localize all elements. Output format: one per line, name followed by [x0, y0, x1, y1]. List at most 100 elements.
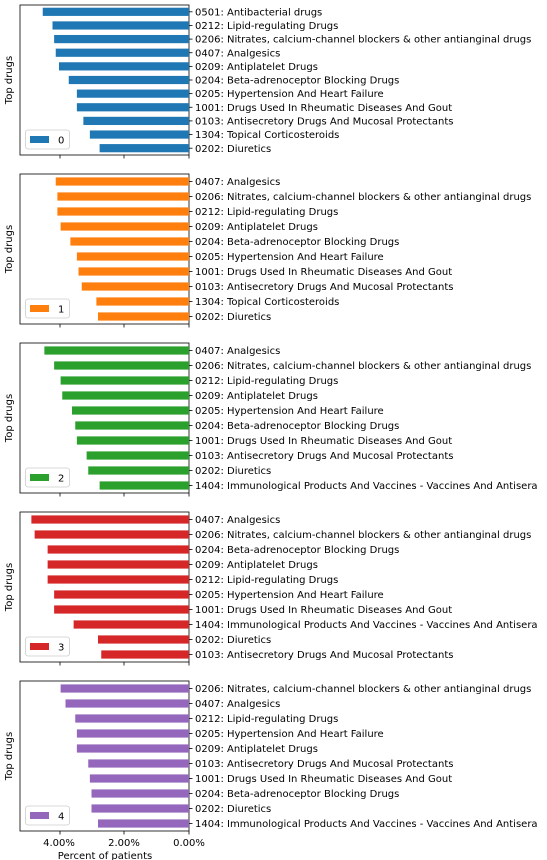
bar — [65, 699, 189, 708]
y-tick-label: 0103: Antisecretory Drugs And Mucosal Pr… — [195, 759, 453, 770]
bar — [83, 116, 189, 126]
y-tick-label: 0209: Antiplatelet Drugs — [195, 222, 318, 233]
y-tick-label: 0205: Hypertension And Heart Failure — [195, 252, 384, 263]
bar — [75, 714, 189, 723]
y-tick-label: 0206: Nitrates, calcium-channel blockers… — [195, 530, 531, 541]
y-tick-label: 0204: Beta-adrenoceptor Blocking Drugs — [195, 421, 399, 432]
bar — [60, 684, 189, 693]
y-tick-label: 0204: Beta-adrenoceptor Blocking Drugs — [195, 545, 399, 556]
y-tick-label: 1404: Immunological Products And Vaccine… — [195, 819, 538, 830]
y-tick-label: 0202: Diuretics — [195, 312, 271, 323]
subplot-3: Top drugs 0407: Analgesics 0206: Nitrates,… — [4, 511, 538, 666]
y-tick-label: 0212: Lipid-regulating Drugs — [195, 21, 338, 32]
bar — [98, 635, 189, 644]
bar — [68, 75, 189, 85]
y-axis-label: Top drugs — [4, 732, 15, 781]
bar — [54, 590, 189, 599]
legend-label: 2 — [58, 474, 64, 485]
y-tick-label: 0209: Antiplatelet Drugs — [195, 391, 318, 402]
bar — [91, 789, 189, 798]
bar — [59, 62, 189, 71]
y-tick-label: 0206: Nitrates, calcium-channel blockers… — [195, 684, 531, 695]
legend: 2 — [25, 467, 70, 488]
subplot-1: Top drugs 0407: Analgesics 0206: Nitrates,… — [4, 173, 531, 328]
y-tick-label: 0212: Lipid-regulating Drugs — [195, 207, 338, 218]
axes-frame — [19, 511, 190, 663]
bar — [99, 481, 189, 490]
y-tick-label: 0205: Hypertension And Heart Failure — [195, 89, 384, 100]
y-tick-label: 0501: Antibacterial drugs — [195, 7, 322, 18]
legend: 3 — [25, 636, 70, 657]
legend-swatch — [30, 474, 49, 481]
y-tick-label: 0204: Beta-adrenoceptor Blocking Drugs — [195, 237, 399, 248]
y-tick-label: 1001: Drugs Used In Rheumatic Diseases A… — [195, 774, 452, 785]
y-axis-label: Top drugs — [4, 394, 15, 443]
bar — [76, 103, 189, 112]
y-tick-label: 0407: Analgesics — [195, 515, 280, 526]
subplot-2: Top drugs 0407: Analgesics 0206: Nitrates,… — [4, 342, 538, 497]
bar — [86, 451, 189, 460]
y-tick-label: 1304: Topical Corticosteroids — [195, 130, 339, 141]
bar — [54, 605, 189, 614]
axes-frame — [19, 342, 190, 494]
bar — [88, 759, 189, 768]
y-tick-label: 1404: Immunological Products And Vaccine… — [195, 620, 538, 631]
bar — [57, 207, 189, 216]
bar — [101, 650, 189, 659]
bar — [76, 744, 189, 753]
bar — [31, 515, 189, 524]
y-tick-label: 0205: Hypertension And Heart Failure — [195, 590, 384, 601]
legend-swatch — [30, 643, 49, 650]
y-tick-label: 0204: Beta-adrenoceptor Blocking Drugs — [195, 76, 399, 87]
y-tick-label: 1304: Topical Corticosteroids — [195, 297, 339, 308]
bar — [96, 297, 189, 306]
y-tick-label: 0103: Antisecretory Drugs And Mucosal Pr… — [195, 117, 453, 128]
x-tick-label: 4.00% — [43, 838, 75, 849]
y-axis-label: Top drugs — [4, 563, 15, 612]
x-tick-label: 0.00% — [173, 838, 205, 849]
bar — [47, 560, 189, 569]
y-tick-label: 0212: Lipid-regulating Drugs — [195, 575, 338, 586]
y-tick-label: 0407: Analgesics — [195, 177, 280, 188]
y-tick-label: 0206: Nitrates, calcium-channel blockers… — [195, 35, 531, 46]
bar — [57, 192, 189, 201]
bar — [44, 346, 189, 355]
legend: 4 — [25, 805, 70, 826]
legend-label: 1 — [58, 305, 64, 316]
axes-frame — [19, 173, 190, 325]
y-tick-label: 1001: Drugs Used In Rheumatic Diseases A… — [195, 605, 452, 616]
bar — [73, 620, 189, 629]
y-tick-label: 0202: Diuretics — [195, 144, 271, 155]
bar — [91, 804, 189, 813]
y-tick-label: 1001: Drugs Used In Rheumatic Diseases A… — [195, 103, 452, 114]
y-tick-label: 0202: Diuretics — [195, 635, 271, 646]
bar — [62, 391, 189, 400]
y-tick-label: 0206: Nitrates, calcium-channel blockers… — [195, 361, 531, 372]
bar — [54, 34, 189, 44]
y-tick-label: 0103: Antisecretory Drugs And Mucosal Pr… — [195, 451, 453, 462]
bar — [54, 361, 189, 370]
bar — [76, 89, 189, 98]
subplot-0: Top drugs 0501: Antibacterial drugs 0212: … — [4, 4, 531, 159]
bar — [34, 530, 189, 539]
y-tick-label: 0209: Antiplatelet Drugs — [195, 62, 318, 73]
y-tick-label: 0202: Diuretics — [195, 804, 271, 815]
bar — [98, 312, 189, 321]
y-axis-label: Top drugs — [4, 225, 15, 274]
legend-swatch — [30, 136, 49, 143]
y-tick-label: 0212: Lipid-regulating Drugs — [195, 376, 338, 387]
y-tick-label: 0204: Beta-adrenoceptor Blocking Drugs — [195, 789, 399, 800]
bar — [72, 406, 189, 415]
y-tick-label: 0206: Nitrates, calcium-channel blockers… — [195, 192, 531, 203]
bar — [70, 237, 189, 246]
bar — [55, 177, 189, 186]
y-tick-label: 1001: Drugs Used In Rheumatic Diseases A… — [195, 436, 452, 447]
y-tick-label: 0103: Antisecretory Drugs And Mucosal Pr… — [195, 650, 453, 661]
legend-label: 4 — [58, 812, 64, 823]
bar — [60, 376, 189, 385]
bar — [52, 21, 189, 30]
legend-swatch — [30, 812, 49, 819]
y-tick-label: 0212: Lipid-regulating Drugs — [195, 714, 338, 725]
bar — [76, 252, 189, 261]
bar — [78, 267, 189, 276]
